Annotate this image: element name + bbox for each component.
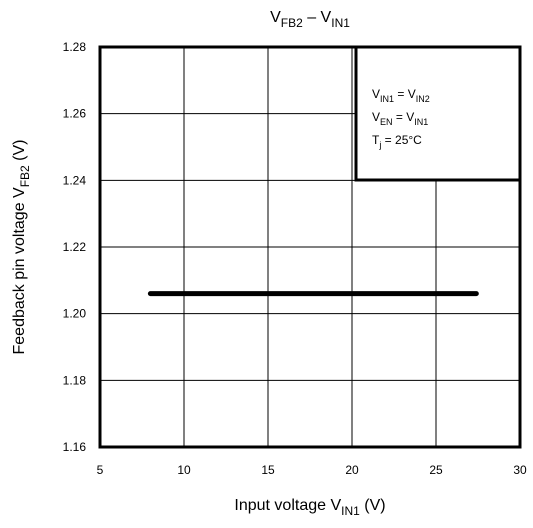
y-tick-label: 1.16 [63,440,87,454]
x-tick-label: 25 [429,463,443,477]
text-part: Input voltage V [234,497,341,514]
chart-title: VFB2 – VIN1 [270,9,350,30]
text-part: FB2 [281,16,303,30]
text-part: V [372,110,380,124]
y-tick-label: 1.22 [63,240,87,254]
text-part: V [270,9,281,26]
annotation: VIN1 = VIN2 [372,87,430,104]
x-tick-label: 20 [345,463,359,477]
text-part: (V) [11,139,28,165]
text-part: EN [380,117,393,127]
text-part: Feedback pin voltage V [11,187,28,355]
y-tick-label: 1.28 [63,40,87,54]
y-tick-label: 1.18 [63,373,87,387]
plot-frame [98,45,522,449]
text-part: IN1 [414,117,428,127]
annotation: VEN = VIN1 [372,110,428,127]
annotation: Tj = 25°C [372,133,422,150]
y-tick-label: 1.24 [63,173,87,187]
x-tick-label: 10 [177,463,191,477]
text-part: T [372,133,380,147]
text-part: IN2 [416,94,430,104]
x-tick-label: 30 [513,463,527,477]
text-part: FB2 [18,165,32,187]
x-tick-label: 5 [97,463,104,477]
y-tick-label: 1.26 [63,107,87,121]
text-part: (V) [360,497,386,514]
text-part: IN1 [341,504,360,518]
x-tick-label: 15 [261,463,275,477]
text-part: V [372,87,380,101]
text-part: = V [394,87,416,101]
text-part: IN1 [380,94,394,104]
x-axis-label: Input voltage VIN1 (V) [234,497,385,518]
text-part: – V [303,9,332,26]
text-part: = V [393,110,415,124]
text-part: j [378,140,381,150]
annotation-box [354,45,522,182]
text-part: IN1 [331,16,350,30]
text-part: = 25°C [381,133,422,147]
y-axis-label: Feedback pin voltage VFB2 (V) [11,139,32,354]
y-tick-label: 1.20 [63,307,87,321]
